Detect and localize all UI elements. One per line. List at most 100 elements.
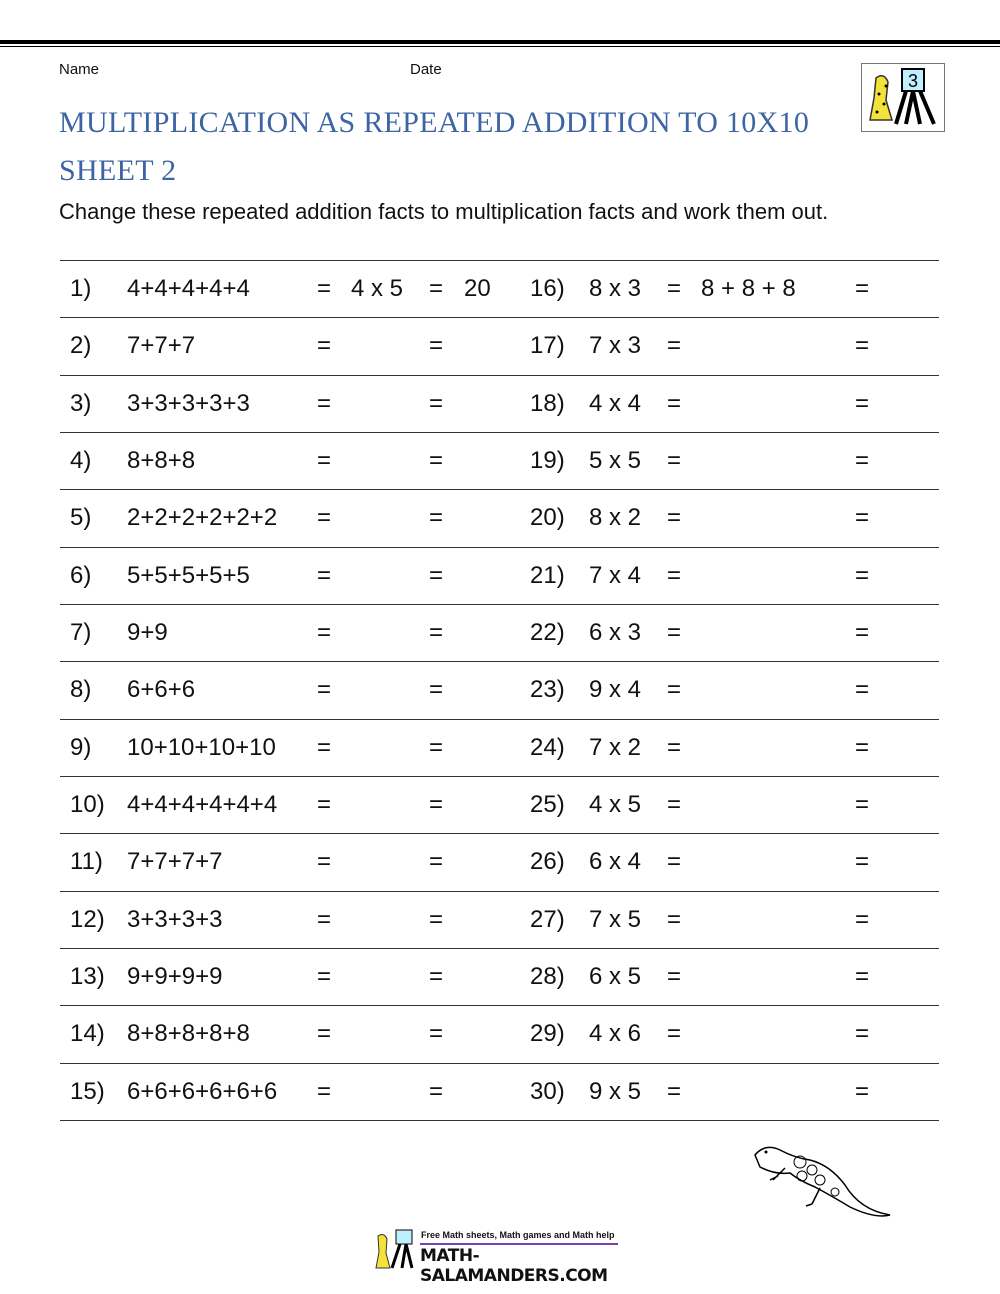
- table-row: 15) 6+6+6+6+6+6 = = 30) 9 x 5 = =: [60, 1062, 939, 1121]
- right-problem-eq1: =: [667, 504, 682, 532]
- problems-table: 1) 4+4+4+4+4 = 4 x 5 = 20 16) 8 x 3 = 8 + 8 + 8 = 2…: [60, 260, 939, 1121]
- right-problem-eq2: =: [855, 790, 870, 818]
- left-problem-num: 15): [70, 1077, 105, 1105]
- left-problem-eq1: =: [317, 1077, 332, 1105]
- right-problem-eq2: =: [855, 1077, 870, 1105]
- right-problem-num: 25): [530, 790, 565, 818]
- right-problem-eq1: =: [667, 733, 682, 761]
- svg-text:3: 3: [908, 71, 918, 91]
- left-problem-num: 6): [70, 561, 92, 589]
- left-problem-eq1: =: [317, 962, 332, 990]
- right-problem-eq1: =: [667, 332, 682, 360]
- left-problem-expr: 10+10+10+10: [127, 733, 276, 761]
- right-problem-expr: 7 x 3: [589, 332, 642, 360]
- right-problem-eq1: =: [667, 676, 682, 704]
- name-label: Name: [59, 61, 100, 78]
- table-row: 12) 3+3+3+3 = = 27) 7 x 5 = =: [60, 890, 939, 948]
- table-row: 3) 3+3+3+3+3 = = 18) 4 x 4 = =: [60, 374, 939, 432]
- left-problem-num: 8): [70, 676, 92, 704]
- table-row: 13) 9+9+9+9 = = 28) 6 x 5 = =: [60, 947, 939, 1005]
- left-problem-eq1: =: [317, 1020, 332, 1048]
- left-problem-eq2: =: [429, 1077, 444, 1105]
- right-problem-num: 27): [530, 905, 565, 933]
- left-problem-num: 1): [70, 275, 92, 302]
- left-problem-num: 12): [70, 905, 105, 933]
- right-problem-num: 30): [530, 1077, 565, 1105]
- right-problem-expr: 4 x 4: [589, 389, 642, 417]
- right-problem-num: 21): [530, 561, 565, 589]
- left-problem-expr: 9+9: [127, 618, 168, 646]
- right-problem-eq1: =: [667, 962, 682, 990]
- right-problem-num: 20): [530, 504, 565, 532]
- right-problem-eq2: =: [855, 446, 870, 474]
- right-problem-expr: 4 x 6: [589, 1020, 642, 1048]
- left-problem-eq2: =: [429, 962, 444, 990]
- right-problem-eq2: =: [855, 504, 870, 532]
- left-problem-eq2: =: [429, 848, 444, 876]
- top-rule-thin: [0, 46, 1000, 47]
- right-problem-expr: 6 x 3: [589, 618, 642, 646]
- right-problem-eq1: =: [667, 561, 682, 589]
- right-problem-num: 24): [530, 733, 565, 761]
- left-problem-expr: 7+7+7+7: [127, 848, 223, 876]
- salamander-easel-logo-icon: 3: [861, 63, 945, 132]
- left-problem-eq1: =: [317, 848, 332, 876]
- left-problem-eq2: =: [429, 1020, 444, 1048]
- right-problem-eq2: =: [855, 618, 870, 646]
- footer-brand[interactable]: Free Math sheets, Math games and Math he…: [372, 1228, 627, 1286]
- right-problem-expr: 6 x 5: [589, 962, 642, 990]
- date-label: Date: [410, 61, 442, 78]
- table-row: 8) 6+6+6 = = 23) 9 x 4 = =: [60, 661, 939, 718]
- right-problem-eq2: =: [855, 733, 870, 761]
- right-problem-num: 26): [530, 848, 565, 876]
- right-problem-expr: 5 x 5: [589, 446, 642, 474]
- left-problem-num: 13): [70, 962, 105, 990]
- left-problem-result[interactable]: 20: [464, 275, 491, 302]
- table-row: 7) 9+9 = = 22) 6 x 3 = =: [60, 603, 939, 661]
- left-problem-expr: 4+4+4+4+4: [127, 275, 250, 302]
- right-problem-eq1: =: [667, 446, 682, 474]
- right-problem-answer[interactable]: 8 + 8 + 8: [701, 275, 796, 302]
- left-problem-num: 7): [70, 618, 92, 646]
- right-problem-eq1: =: [667, 275, 682, 302]
- right-problem-expr: 8 x 2: [589, 504, 642, 532]
- right-problem-eq1: =: [667, 1020, 682, 1048]
- right-problem-expr: 9 x 5: [589, 1077, 642, 1105]
- page-title: MULTIPLICATION AS REPEATED ADDITION TO 1…: [59, 106, 810, 139]
- right-problem-eq1: =: [667, 1077, 682, 1105]
- left-problem-eq2: =: [429, 504, 444, 532]
- table-row: 14) 8+8+8+8+8 = = 29) 4 x 6 = =: [60, 1005, 939, 1062]
- right-problem-eq1: =: [667, 389, 682, 417]
- left-problem-eq1: =: [317, 905, 332, 933]
- right-problem-num: 16): [530, 275, 565, 302]
- footer-tagline: Free Math sheets, Math games and Math he…: [421, 1230, 615, 1240]
- top-rule: [0, 40, 1000, 44]
- left-problem-eq1: =: [317, 618, 332, 646]
- left-problem-num: 4): [70, 446, 92, 474]
- left-problem-answer[interactable]: 4 x 5: [351, 275, 404, 302]
- left-problem-num: 2): [70, 332, 92, 360]
- left-problem-eq2: =: [429, 332, 444, 360]
- table-row: 5) 2+2+2+2+2+2 = = 20) 8 x 2 = =: [60, 489, 939, 546]
- page-subtitle: SHEET 2: [59, 154, 177, 187]
- table-row: 2) 7+7+7 = = 17) 7 x 3 = =: [60, 317, 939, 374]
- left-problem-eq2: =: [429, 905, 444, 933]
- right-problem-expr: 8 x 3: [589, 275, 642, 302]
- left-problem-expr: 9+9+9+9: [127, 962, 223, 990]
- table-row: 1) 4+4+4+4+4 = 4 x 5 = 20 16) 8 x 3 = 8 + 8 + 8 =: [60, 260, 939, 317]
- footer-brand-text: MATH-SALAMANDERS.COM: [420, 1246, 608, 1286]
- footer-rule: [420, 1243, 618, 1245]
- right-problem-expr: 4 x 5: [589, 790, 642, 818]
- left-problem-expr: 3+3+3+3: [127, 905, 223, 933]
- right-problem-eq2: =: [855, 389, 870, 417]
- left-problem-eq2: =: [429, 389, 444, 417]
- left-problem-eq1: =: [317, 676, 332, 704]
- right-problem-num: 17): [530, 332, 565, 360]
- left-problem-num: 3): [70, 389, 92, 417]
- right-problem-eq2: =: [855, 848, 870, 876]
- left-problem-expr: 4+4+4+4+4+4: [127, 790, 278, 818]
- salamander-easel-logo-icon: [375, 1229, 414, 1269]
- left-problem-expr: 2+2+2+2+2+2: [127, 504, 278, 532]
- left-problem-eq1: =: [317, 790, 332, 818]
